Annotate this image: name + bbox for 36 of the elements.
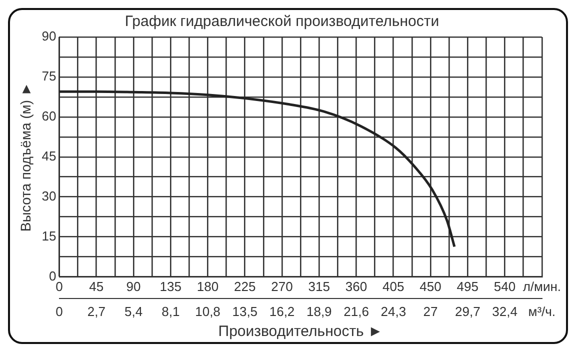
y-tick-label: 45 bbox=[42, 148, 56, 164]
y-tick-label: 75 bbox=[42, 68, 56, 84]
x2-tick-label: 29,7 bbox=[454, 304, 480, 319]
x2-tick-label: 21,6 bbox=[344, 304, 369, 319]
x-tick-label: 540 bbox=[494, 279, 516, 294]
x-tick-label: л/мин. bbox=[522, 279, 561, 294]
x2-tick-label: 13,5 bbox=[232, 304, 258, 319]
y-tick-label: 30 bbox=[42, 188, 56, 204]
y-tick-label: 15 bbox=[42, 228, 56, 244]
x2-tick-label: 27 bbox=[423, 304, 438, 319]
x2-tick-label: 16,2 bbox=[269, 304, 295, 319]
x-tick-label: 135 bbox=[160, 279, 182, 294]
x-tick-label: 225 bbox=[234, 279, 256, 294]
y-tick-label: 60 bbox=[42, 108, 56, 124]
x-tick-label: 90 bbox=[126, 279, 141, 294]
chart-title: График гидравлической производительности bbox=[124, 13, 440, 30]
y-tick-label: 90 bbox=[42, 28, 56, 44]
x-tick-label: 45 bbox=[89, 279, 104, 294]
x-tick-label: 405 bbox=[382, 279, 404, 294]
x2-tick-label: 32,4 bbox=[492, 304, 518, 319]
y-axis-title: Высота подъёма (м) ► bbox=[17, 82, 34, 232]
x2-tick-label: 2,7 bbox=[87, 304, 106, 319]
x-tick-label: 270 bbox=[271, 279, 293, 294]
x2-tick-label: м³/ч. bbox=[528, 304, 556, 319]
x-tick-label: 315 bbox=[308, 279, 330, 294]
x-tick-label: 180 bbox=[196, 279, 219, 294]
x2-tick-label: 8,1 bbox=[162, 304, 180, 319]
x2-tick-label: 18,9 bbox=[306, 304, 332, 319]
x-tick-label: 450 bbox=[420, 279, 442, 294]
y-tick-label: 0 bbox=[49, 268, 56, 284]
x2-tick-label: 5,4 bbox=[124, 304, 143, 319]
x-tick-label: 495 bbox=[456, 279, 479, 294]
line-series bbox=[59, 90, 456, 248]
x-tick-label: 360 bbox=[345, 279, 368, 294]
x2-tick-label: 10,8 bbox=[195, 304, 220, 319]
x2-tick-label: 24,3 bbox=[380, 304, 406, 319]
